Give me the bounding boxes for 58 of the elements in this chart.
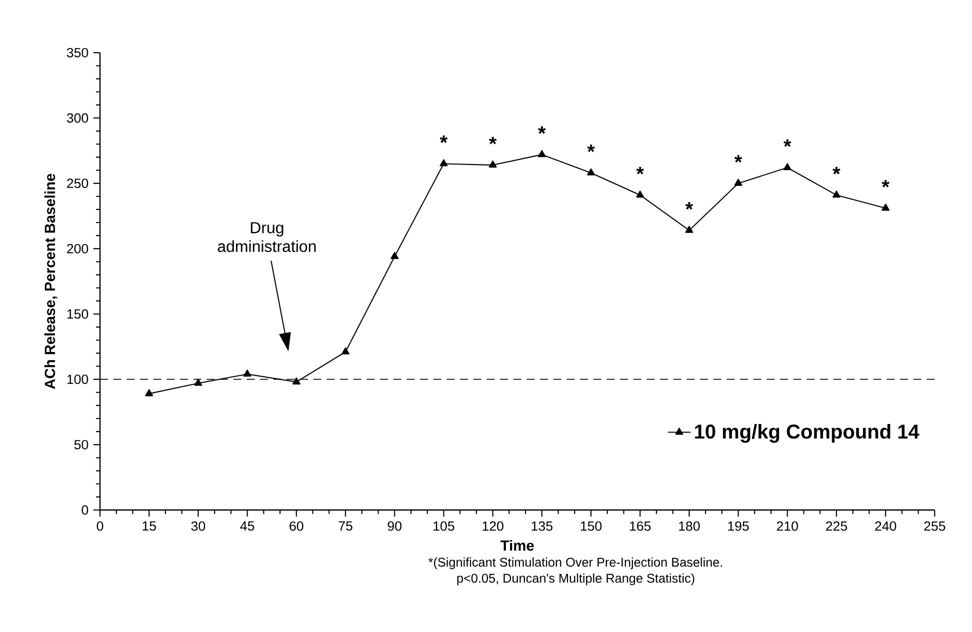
annotation: * [636, 166, 644, 174]
y-tick-label: 100 [67, 374, 88, 384]
y-tick-label: 200 [67, 244, 88, 254]
point [243, 370, 252, 377]
annotation: * [832, 166, 840, 174]
annotation: * [587, 144, 595, 152]
point [685, 226, 694, 233]
y-tick-label: 300 [66, 113, 88, 123]
x-tick-label: 90 [388, 521, 402, 531]
point [882, 204, 890, 211]
x-tick-label: 75 [338, 521, 352, 531]
x-tick-label: 60 [290, 521, 304, 531]
x-tick-label: 240 [875, 521, 896, 531]
text: p<0.05, Duncan's Multiple Range Statistic) [457, 573, 694, 586]
point [390, 252, 399, 260]
annotation: * [538, 126, 546, 134]
x-axis-title: Time [500, 540, 534, 551]
point [194, 378, 202, 386]
annotation: * [440, 136, 448, 143]
y-tick-label: 250 [67, 178, 88, 188]
y-tick-label: 50 [74, 440, 88, 450]
point [832, 190, 840, 198]
x-tick-label: 165 [630, 521, 651, 531]
point [145, 389, 154, 396]
x-tick-label: 225 [826, 521, 848, 531]
x-tick-label: 30 [191, 521, 206, 531]
x-tick-label: 15 [142, 521, 156, 531]
annotation: * [488, 136, 497, 144]
annotation: * [734, 155, 742, 163]
x-tick-label: 180 [679, 521, 700, 531]
x-tick-label: 255 [924, 521, 946, 531]
x-tick-label: 150 [580, 521, 602, 531]
annotation: * [784, 139, 792, 147]
y-tick-label: 0 [82, 505, 88, 515]
point [636, 190, 644, 198]
annotation: * [685, 202, 694, 210]
x-tick-label: 210 [776, 521, 798, 531]
point [783, 163, 792, 170]
x-tick-label: 45 [240, 521, 254, 531]
y-tick-label: 150 [67, 309, 88, 319]
y-tick-label: 350 [66, 48, 88, 58]
x-tick-label: 105 [434, 521, 454, 531]
text: *(Significant Stimulation Over Pre-Injection Baseline. [428, 557, 722, 570]
x-tick-label: 135 [532, 521, 552, 531]
x-tick-label: 120 [482, 521, 504, 531]
point [440, 159, 448, 166]
point [734, 178, 742, 186]
point [292, 377, 300, 384]
x-tick-label: 195 [728, 521, 749, 531]
legend-label: 10 mg/kg Compound 14 [695, 424, 920, 443]
y-axis-title: ACh Release, Percent Baseline [44, 174, 58, 389]
annotation: * [882, 180, 890, 188]
point [341, 347, 350, 354]
point [586, 168, 595, 176]
x-tick-label: 0 [96, 521, 104, 531]
annotation: Drug administration [218, 222, 316, 252]
point [538, 150, 546, 158]
point [488, 160, 497, 168]
